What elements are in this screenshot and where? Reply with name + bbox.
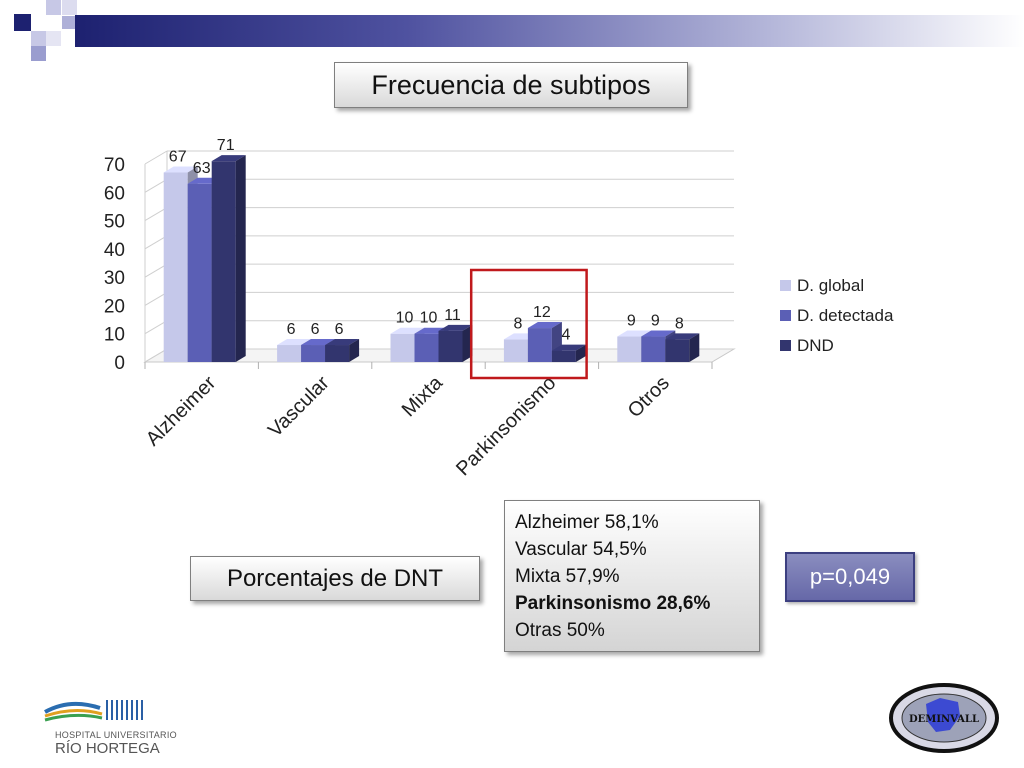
bar [277, 345, 302, 362]
pct-line-parkinsonismo: Parkinsonismo 28,6% [515, 593, 711, 614]
data-label: 6 [311, 321, 320, 338]
data-label: 8 [675, 315, 684, 332]
y-tick-label: 40 [104, 240, 125, 261]
deco-square-navy [14, 14, 31, 31]
y-tick-label: 70 [104, 155, 125, 176]
deco-square-mid [31, 46, 46, 61]
legend-swatch [780, 310, 791, 321]
x-tick-label: Alzheimer [142, 372, 221, 451]
gridline-side [144, 263, 168, 278]
bar [617, 336, 642, 362]
header-gradient-bar [75, 15, 1024, 47]
deco-square-light [62, 16, 75, 29]
y-tick-label: 30 [104, 268, 125, 289]
bar [211, 161, 236, 362]
bar [301, 345, 326, 362]
bar [414, 333, 439, 362]
bar-top [641, 330, 676, 337]
bar [390, 333, 415, 362]
bar [665, 339, 690, 362]
data-label: 63 [193, 160, 211, 177]
y-tick-label: 50 [104, 212, 125, 233]
legend-label: D. global [797, 276, 864, 295]
bar-top [438, 324, 473, 331]
slide-title: Frecuencia de subtipos [334, 62, 688, 108]
bar-side [349, 339, 360, 362]
legend-label: D. detectada [797, 306, 894, 325]
bar [503, 339, 528, 362]
deco-square-light [62, 0, 77, 15]
gridline-side [144, 207, 168, 222]
bar-top [665, 333, 700, 340]
bar-top [551, 344, 586, 351]
percentages-title: Porcentajes de DNT [190, 556, 480, 601]
gridline-side [144, 348, 168, 363]
bar-top [390, 327, 425, 334]
bar [325, 345, 350, 362]
legend-label: DND [797, 336, 834, 355]
data-label: 10 [420, 310, 438, 327]
x-tick-label: Vascular [264, 372, 334, 442]
data-label: 6 [335, 321, 344, 338]
deminvall-logo-text: DEMINVALL [909, 714, 979, 725]
gridline-side [144, 178, 168, 193]
hospital-name-line2: RÍO HORTEGA [55, 740, 160, 757]
bar-side [575, 344, 586, 362]
legend-swatch [780, 280, 791, 291]
deminvall-logo-icon: DEMINVALL [889, 683, 999, 753]
hospital-name-line1: HOSPITAL UNIVERSITARIO [55, 730, 177, 740]
data-label: 8 [513, 315, 522, 332]
bar-top [527, 322, 562, 329]
bar-side [235, 155, 246, 362]
percentages-box: Alzheimer 58,1% Vascular 54,5% Mixta 57,… [504, 500, 760, 652]
x-tick-label: Mixta [398, 371, 448, 421]
y-tick-label: 10 [104, 325, 125, 346]
bar-top [617, 330, 652, 337]
x-tick-label: Parkinsonismo [452, 372, 560, 480]
bar-side [689, 333, 700, 362]
y-tick-label: 60 [104, 183, 125, 204]
bar-top [301, 339, 336, 346]
deco-square-light [31, 31, 46, 46]
data-label: 6 [287, 321, 296, 338]
deco-square-light [46, 0, 61, 15]
hospital-logo-icon [44, 700, 143, 722]
pct-line-mixta: Mixta 57,9% [515, 566, 620, 587]
gridline-side [144, 320, 168, 335]
data-label: 67 [169, 148, 187, 165]
pct-line-alzheimer: Alzheimer 58,1% [515, 512, 659, 533]
data-label: 11 [444, 307, 461, 324]
bar [641, 336, 666, 362]
bar-top [277, 339, 312, 346]
data-label: 12 [533, 304, 551, 321]
gridline-side [144, 150, 168, 165]
data-label: 4 [561, 327, 570, 344]
highlight-box [469, 268, 588, 380]
deco-square-light [46, 31, 61, 46]
bar [438, 330, 463, 362]
p-value-badge: p=0,049 [785, 552, 915, 602]
pct-line-vascular: Vascular 54,5% [515, 539, 647, 560]
data-label: 9 [627, 313, 636, 330]
bar-top [325, 339, 360, 346]
gridline-side [144, 291, 168, 306]
bar [163, 172, 188, 362]
bar [527, 328, 552, 362]
data-label: 9 [651, 313, 660, 330]
gridline-side [144, 235, 168, 250]
y-tick-label: 20 [104, 296, 125, 317]
pct-line-otras: Otras 50% [515, 620, 605, 641]
data-label: 71 [217, 137, 235, 154]
data-label: 10 [396, 310, 414, 327]
x-tick-label: Otros [624, 372, 674, 422]
y-tick-label: 0 [114, 353, 125, 374]
legend-swatch [780, 340, 791, 351]
bar-top [163, 166, 198, 173]
bar-top [211, 155, 246, 162]
bar [187, 183, 212, 362]
bar [551, 350, 576, 362]
